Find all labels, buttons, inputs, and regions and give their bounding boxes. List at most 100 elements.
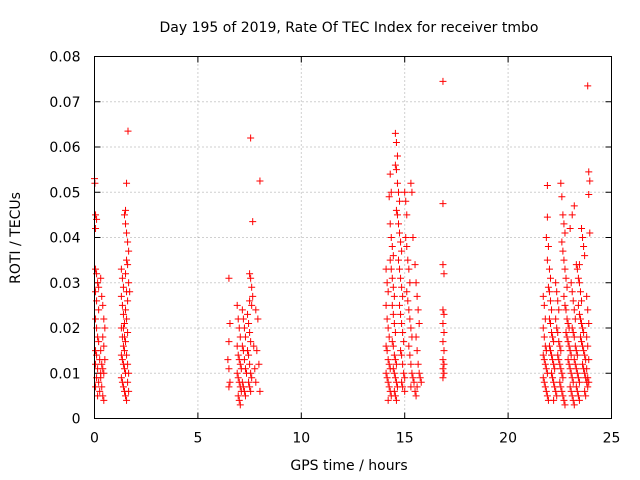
data-point <box>552 279 560 287</box>
data-point <box>574 301 582 309</box>
data-point <box>397 274 405 282</box>
data-point <box>541 383 549 391</box>
data-point <box>561 301 569 309</box>
data-point <box>556 342 564 350</box>
data-point <box>122 220 130 228</box>
data-point <box>439 338 447 346</box>
data-point <box>557 347 565 355</box>
data-point <box>118 301 126 309</box>
data-point <box>439 356 447 364</box>
data-point <box>125 279 133 287</box>
data-point <box>92 224 100 232</box>
data-point <box>575 310 583 318</box>
data-point <box>548 369 556 377</box>
data-point <box>94 279 102 287</box>
data-point <box>390 369 398 377</box>
data-point <box>440 329 448 337</box>
data-point <box>126 288 134 296</box>
data-point <box>247 274 255 282</box>
data-point <box>571 360 579 368</box>
data-point <box>385 193 393 201</box>
data-point <box>581 252 589 260</box>
data-point <box>92 211 100 219</box>
data-point <box>568 324 576 332</box>
data-point <box>551 365 559 373</box>
data-point <box>120 319 128 327</box>
data-point <box>399 329 407 337</box>
data-point <box>241 392 249 400</box>
data-point <box>558 369 566 377</box>
data-point <box>393 211 401 219</box>
data-point <box>247 387 255 395</box>
data-point <box>238 378 246 386</box>
data-point <box>383 279 391 287</box>
data-point <box>247 338 255 346</box>
data-point <box>124 127 132 135</box>
data-point <box>245 378 253 386</box>
data-point <box>120 347 128 355</box>
data-point <box>225 338 233 346</box>
data-point <box>254 315 262 323</box>
data-point <box>119 283 127 291</box>
data-point <box>555 338 563 346</box>
data-point <box>540 333 548 341</box>
x-tick-label: 5 <box>193 431 202 447</box>
data-point <box>550 360 558 368</box>
data-point <box>568 374 576 382</box>
data-point <box>561 401 569 409</box>
data-point <box>100 342 108 350</box>
data-point <box>95 283 103 291</box>
data-point <box>224 356 232 364</box>
data-point <box>406 351 414 359</box>
data-point <box>439 306 447 314</box>
data-point <box>101 324 109 332</box>
data-point <box>384 288 392 296</box>
data-point <box>403 211 411 219</box>
data-point <box>548 329 556 337</box>
data-point <box>570 306 578 314</box>
data-point <box>560 256 568 264</box>
x-tick-label: 0 <box>90 431 99 447</box>
chart-title: Day 195 of 2019, Rate Of TEC Index for r… <box>160 20 539 36</box>
data-point <box>548 351 556 359</box>
data-point <box>399 360 407 368</box>
data-point <box>404 256 412 264</box>
data-point <box>92 315 100 323</box>
data-point <box>403 288 411 296</box>
data-point <box>559 247 567 255</box>
data-point <box>580 243 588 251</box>
data-point <box>396 229 404 237</box>
data-point <box>406 279 414 287</box>
data-point <box>389 252 397 260</box>
data-point <box>391 392 399 400</box>
data-point <box>571 342 579 350</box>
data-point <box>392 166 400 174</box>
data-point <box>122 306 130 314</box>
data-point <box>386 170 394 178</box>
data-point <box>246 360 254 368</box>
data-point <box>390 387 398 395</box>
data-point <box>124 297 132 305</box>
data-point <box>545 342 553 350</box>
data-point <box>390 351 398 359</box>
data-point <box>559 211 567 219</box>
data-point <box>125 247 133 255</box>
data-point <box>248 374 256 382</box>
data-point <box>391 161 399 169</box>
data-point <box>546 319 554 327</box>
data-point <box>564 319 572 327</box>
data-point <box>251 365 259 373</box>
data-point <box>125 387 133 395</box>
data-point <box>95 306 103 314</box>
data-point <box>542 387 550 395</box>
data-point <box>396 301 404 309</box>
data-point <box>392 396 400 404</box>
data-point <box>574 392 582 400</box>
data-point <box>245 319 253 327</box>
data-point <box>584 383 592 391</box>
data-point <box>556 378 564 386</box>
data-point <box>239 315 247 323</box>
x-tick-label: 25 <box>603 431 621 447</box>
data-point <box>241 333 249 341</box>
